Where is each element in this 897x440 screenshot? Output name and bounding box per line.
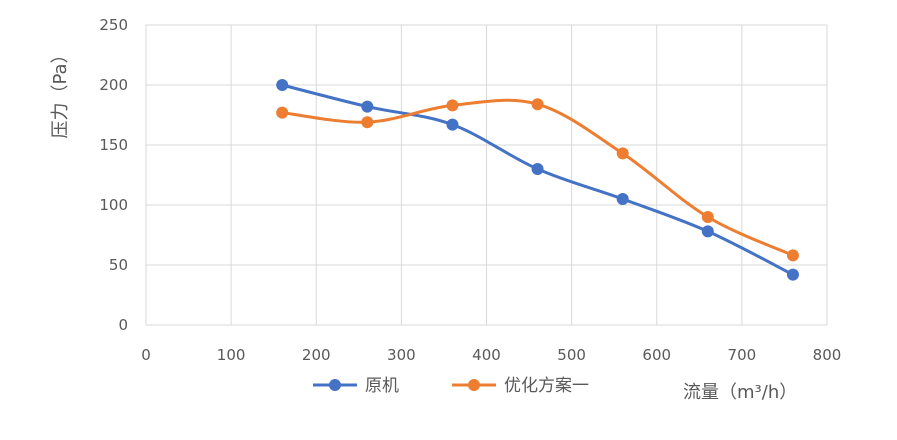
axes: 0 50 100 150 200 250 0 100 200 300 400 500 600 700 800 xyxy=(99,16,841,364)
data-point-series-1 xyxy=(361,100,374,113)
legend-swatch-marker xyxy=(468,379,480,391)
data-point-series-2 xyxy=(361,116,374,129)
data-point-series-1 xyxy=(701,225,714,238)
data-point-series-2 xyxy=(446,99,459,112)
data-point-series-1 xyxy=(276,79,289,91)
x-tick-label: 700 xyxy=(728,346,757,364)
data-point-series-2 xyxy=(786,249,799,262)
y-tick-label: 50 xyxy=(109,256,128,274)
x-tick-label: 200 xyxy=(302,346,331,364)
y-tick-label: 150 xyxy=(99,136,128,154)
x-tick-label: 300 xyxy=(387,346,416,364)
x-tick-label: 800 xyxy=(813,346,842,364)
legend-label-series-1: 原机 xyxy=(365,376,399,396)
series-line-1 xyxy=(280,83,795,277)
y-tick-label: 100 xyxy=(99,196,128,214)
series-line-2 xyxy=(280,98,795,257)
data-point-series-1 xyxy=(786,268,799,281)
x-tick-label: 400 xyxy=(472,346,501,364)
data-point-series-2 xyxy=(701,211,714,223)
grid xyxy=(145,24,828,326)
data-point-series-2 xyxy=(531,98,544,111)
series xyxy=(276,79,799,281)
data-point-series-1 xyxy=(446,118,459,131)
x-tick-label: 0 xyxy=(141,346,151,364)
y-tick-label: 0 xyxy=(118,316,128,334)
data-point-series-2 xyxy=(276,106,289,119)
x-axis-title: 流量（m³/h） xyxy=(683,382,797,403)
y-tick-label: 200 xyxy=(99,76,128,94)
legend-label-series-2: 优化方案一 xyxy=(504,376,589,396)
y-axis-title: 压力（Pa） xyxy=(50,45,71,138)
legend: 原机 优化方案一 xyxy=(313,376,589,396)
x-tick-label: 600 xyxy=(642,346,671,364)
y-tick-label: 250 xyxy=(99,16,128,34)
data-point-series-1 xyxy=(531,163,544,175)
x-tick-label: 100 xyxy=(217,346,246,364)
legend-swatch-marker xyxy=(329,379,341,391)
data-point-series-2 xyxy=(616,147,629,160)
data-point-series-1 xyxy=(616,193,629,205)
x-tick-label: 500 xyxy=(557,346,586,364)
